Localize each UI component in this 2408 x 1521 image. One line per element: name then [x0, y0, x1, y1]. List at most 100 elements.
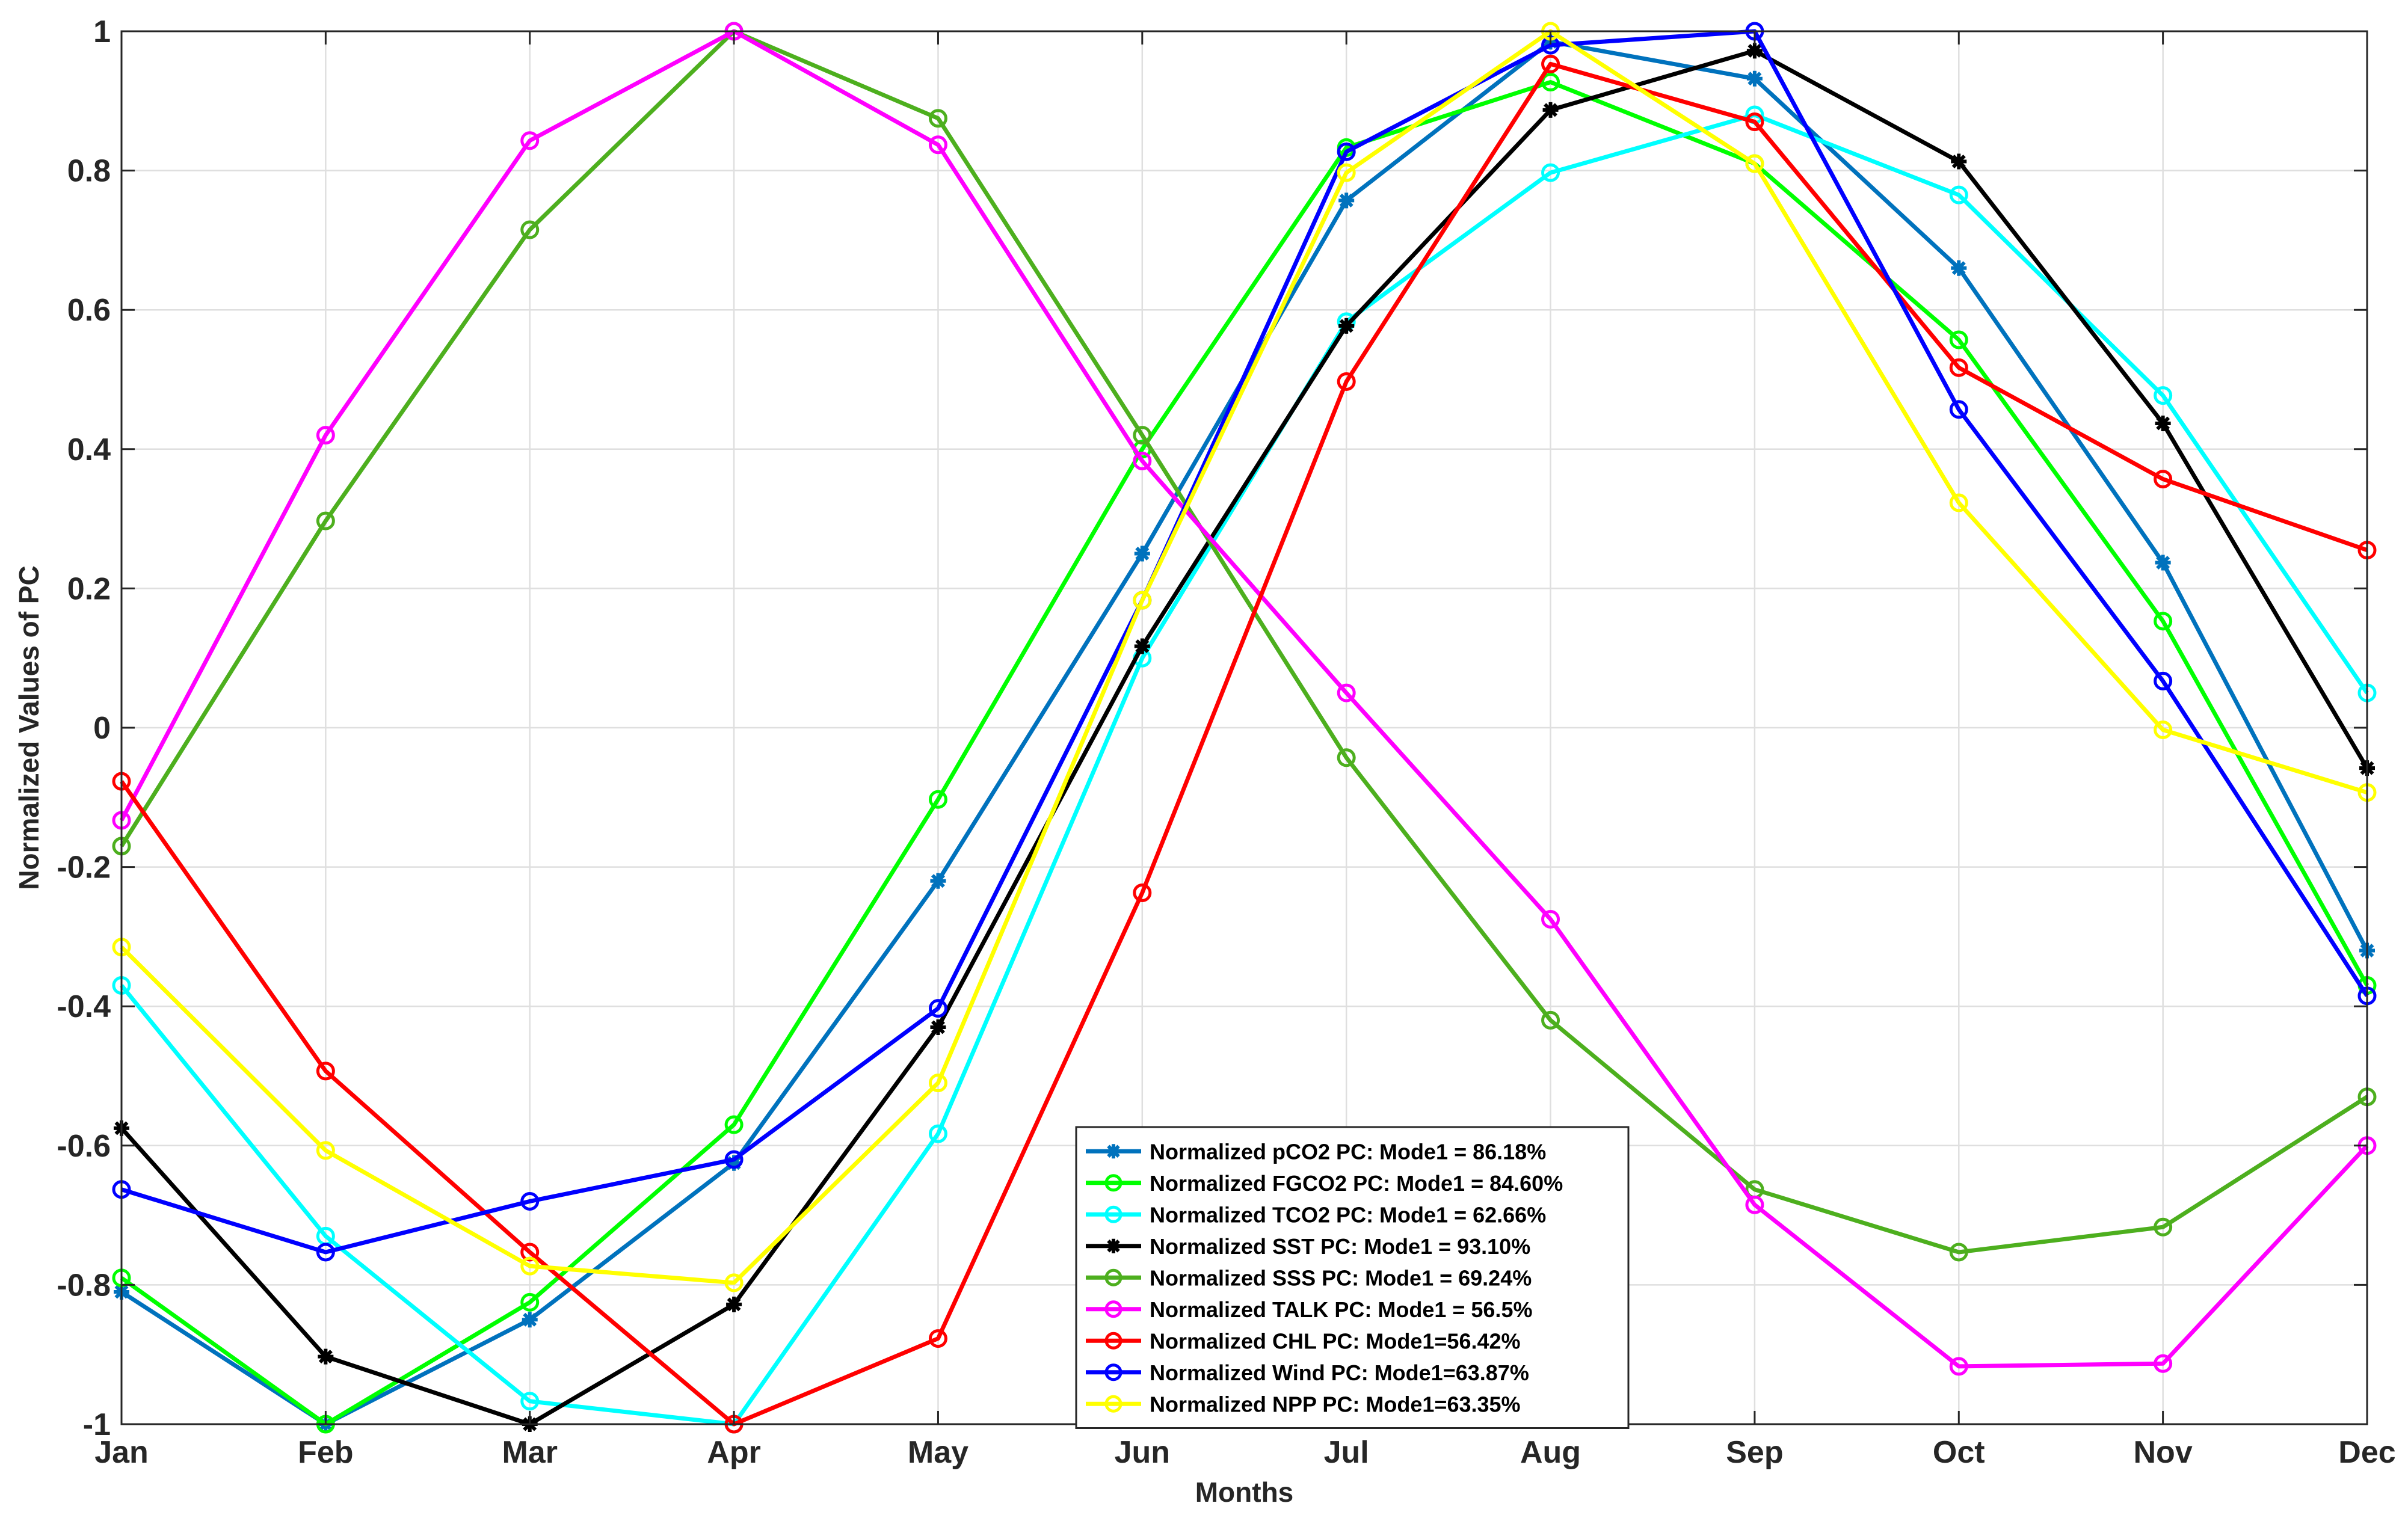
data-point — [1338, 192, 1355, 209]
x-tick-label: Mar — [502, 1435, 557, 1470]
legend-label: Normalized NPP PC: Mode1=63.35% — [1150, 1392, 1521, 1416]
data-point — [1746, 70, 1763, 87]
data-point — [1951, 153, 1967, 170]
legend-label: Normalized pCO2 PC: Mode1 = 86.18% — [1150, 1139, 1546, 1164]
data-point — [1133, 426, 1152, 445]
legend-label: Normalized FGCO2 PC: Mode1 = 84.60% — [1150, 1171, 1563, 1196]
data-point — [726, 1296, 742, 1312]
data-point — [1337, 372, 1356, 391]
data-point — [1338, 318, 1355, 334]
data-point — [1337, 142, 1356, 161]
data-point — [928, 1124, 947, 1143]
data-point — [318, 1348, 334, 1365]
x-tick-label: May — [908, 1435, 968, 1470]
data-point — [724, 1273, 744, 1292]
data-point — [1949, 185, 1968, 204]
data-point — [2154, 470, 2173, 489]
data-point — [520, 220, 540, 239]
legend-label: Normalized Wind PC: Mode1=63.87% — [1150, 1360, 1529, 1385]
data-point — [1949, 358, 1968, 377]
data-point — [1745, 1195, 1764, 1214]
y-tick-label: -1 — [83, 1407, 111, 1442]
legend-label: Normalized CHL PC: Mode1=56.42% — [1150, 1329, 1521, 1353]
data-point — [1541, 54, 1560, 73]
series-lines — [112, 22, 2377, 1434]
data-point — [520, 1191, 540, 1211]
legend-entry: Normalized pCO2 PC: Mode1 = 86.18% — [1086, 1139, 1546, 1164]
data-point — [1542, 102, 1559, 118]
data-point — [2154, 671, 2173, 690]
legend-entry: Normalized FGCO2 PC: Mode1 = 84.60% — [1086, 1171, 1563, 1196]
x-tick-label: Dec — [2338, 1435, 2395, 1470]
legend-entry: Normalized SST PC: Mode1 = 93.10% — [1086, 1234, 1530, 1259]
data-point — [1745, 154, 1764, 173]
data-point — [1949, 1357, 1968, 1376]
data-point — [1745, 112, 1764, 132]
legend: Normalized pCO2 PC: Mode1 = 86.18% Normal… — [1075, 1126, 1630, 1429]
legend-label: Normalized TALK PC: Mode1 = 56.5% — [1150, 1297, 1532, 1322]
x-tick-label: Jul — [1324, 1435, 1369, 1470]
data-point — [1949, 330, 1968, 349]
data-point — [520, 1243, 540, 1262]
data-point — [928, 135, 947, 155]
legend-box — [1075, 1126, 1630, 1429]
x-tick-label: Nov — [2134, 1435, 2193, 1470]
x-tick-label: Sep — [1726, 1435, 1783, 1470]
legend-entry: Normalized CHL PC: Mode1=56.42% — [1086, 1329, 1521, 1353]
data-point — [520, 1292, 540, 1312]
data-point — [520, 1256, 540, 1276]
data-point — [520, 1392, 540, 1411]
data-point — [930, 873, 946, 889]
data-point — [1134, 545, 1150, 562]
legend-swatch-marker — [1104, 1395, 1122, 1413]
y-tick-label: 0.4 — [67, 432, 111, 467]
data-point — [928, 109, 947, 128]
data-point — [1541, 909, 1560, 929]
y-tick-label: -0.8 — [57, 1268, 111, 1303]
data-point — [1133, 591, 1152, 610]
y-tick-label: 0.2 — [67, 571, 111, 606]
data-point — [2155, 555, 2171, 571]
data-point — [316, 1062, 335, 1081]
series-line — [120, 29, 2368, 1255]
axis-ticks — [120, 30, 2368, 1425]
legend-swatch-marker — [1104, 1268, 1122, 1286]
data-point — [2154, 1354, 2173, 1373]
x-tick-label: Jan — [94, 1435, 149, 1470]
legend-entry: Normalized SSS PC: Mode1 = 69.24% — [1086, 1265, 1532, 1290]
y-tick-label: 0.6 — [67, 293, 111, 328]
legend-swatch-marker — [1104, 1300, 1122, 1318]
legend-label: Normalized SST PC: Mode1 = 93.10% — [1150, 1234, 1530, 1259]
data-point — [316, 1243, 335, 1262]
data-point — [2154, 612, 2173, 631]
legend-swatch-marker — [1104, 1363, 1122, 1381]
legend-label: Normalized TCO2 PC: Mode1 = 62.66% — [1150, 1202, 1546, 1227]
data-point — [2155, 415, 2171, 431]
data-point — [928, 999, 947, 1018]
x-tick-label: Aug — [1520, 1435, 1581, 1470]
legend-entry: Normalized NPP PC: Mode1=63.35% — [1086, 1392, 1521, 1416]
legend-swatch-marker — [1104, 1332, 1122, 1350]
data-point — [316, 1141, 335, 1160]
data-point — [928, 1329, 947, 1348]
x-tick-label: Jun — [1115, 1435, 1170, 1470]
series-line — [120, 61, 2368, 1427]
data-point — [2154, 720, 2173, 739]
legend-entry: Normalized TALK PC: Mode1 = 56.5% — [1086, 1297, 1532, 1322]
y-tick-label: 1 — [93, 14, 111, 49]
data-point — [1949, 1243, 1968, 1262]
data-point — [1337, 163, 1356, 182]
y-tick-label: -0.2 — [57, 850, 111, 885]
data-point — [316, 426, 335, 445]
data-point — [1337, 683, 1356, 702]
data-point — [1746, 43, 1763, 59]
y-tick-label: 0.8 — [67, 154, 111, 189]
legend-swatch-marker — [1104, 1174, 1122, 1192]
legend-label: Normalized SSS PC: Mode1 = 69.24% — [1150, 1265, 1532, 1290]
data-point — [1133, 451, 1152, 470]
data-point — [1951, 260, 1967, 276]
x-tick-label: Apr — [707, 1435, 761, 1470]
x-tick-label: Oct — [1933, 1435, 1985, 1470]
data-point — [1541, 163, 1560, 182]
data-point — [1133, 883, 1152, 902]
